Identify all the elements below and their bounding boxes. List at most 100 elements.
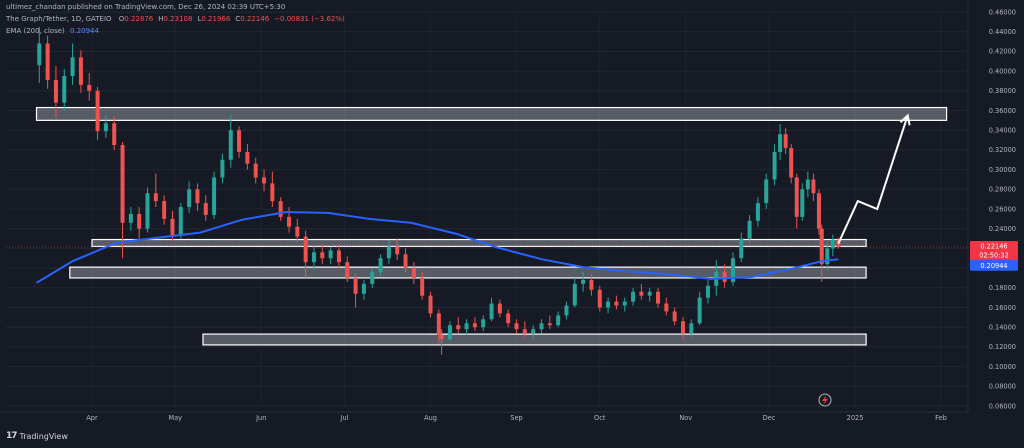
candle xyxy=(62,69,67,111)
resistance-zone xyxy=(35,106,948,121)
x-tick-label: Apr xyxy=(86,414,98,422)
candle xyxy=(730,252,735,286)
candle-body xyxy=(522,329,527,334)
candle xyxy=(328,246,333,265)
lightning-icon[interactable] xyxy=(818,393,832,407)
candle xyxy=(805,171,810,198)
candle-body xyxy=(805,179,810,190)
candle xyxy=(212,171,217,219)
candle-body xyxy=(572,283,577,306)
candle-body xyxy=(755,203,760,221)
candle xyxy=(472,317,477,332)
candle-body xyxy=(830,239,835,249)
candle xyxy=(37,26,42,83)
candle xyxy=(87,73,92,101)
candle-body xyxy=(187,189,192,208)
y-tick-label: 0.38000 xyxy=(989,87,1016,95)
candle xyxy=(789,143,794,184)
candle xyxy=(680,317,685,340)
projection-path xyxy=(837,115,909,244)
candle xyxy=(120,142,125,259)
candle xyxy=(689,319,694,338)
middle-support-zone xyxy=(69,266,867,279)
candle xyxy=(581,272,586,292)
candle-body xyxy=(212,177,217,215)
x-tick-label: Oct xyxy=(594,414,606,422)
candle xyxy=(656,287,661,308)
candle xyxy=(345,256,350,282)
current-price-label: 0.22146 xyxy=(980,242,1007,250)
candle xyxy=(45,35,50,89)
ohlc-item: −0.00831 (−3.62%) xyxy=(274,15,345,23)
candle xyxy=(137,207,142,239)
candle-body xyxy=(245,151,250,164)
y-tick-label: 0.46000 xyxy=(989,8,1016,16)
candle-body xyxy=(647,291,652,296)
candle-body xyxy=(664,303,669,312)
candle xyxy=(464,319,469,336)
x-tick-label: Feb xyxy=(935,414,947,422)
candle xyxy=(456,317,461,334)
x-tick-label: Sep xyxy=(510,414,522,422)
candle-body xyxy=(162,201,167,219)
candle-body xyxy=(614,301,619,306)
candle xyxy=(395,238,400,261)
candle xyxy=(614,295,619,310)
ema-label: EMA (200, close) xyxy=(6,27,65,35)
candle-body xyxy=(631,291,636,302)
x-axis: Apr May Jun Jul Aug Sep Oct Nov Dec 2025 Feb xyxy=(0,411,968,422)
candle-body xyxy=(783,134,788,148)
candle-body xyxy=(819,228,824,265)
candle xyxy=(647,287,652,302)
candle-body xyxy=(514,323,519,330)
x-tick-label: Jun xyxy=(255,414,266,422)
candle-body xyxy=(37,43,42,66)
candle xyxy=(361,279,366,300)
candle-body xyxy=(228,130,233,160)
countdown-label: 02:50:32 xyxy=(979,251,1009,259)
ohlc-item: C0.22146 xyxy=(235,15,270,23)
tradingview-logo[interactable]: 17 TradingView xyxy=(6,431,68,441)
candle-body xyxy=(87,84,92,91)
candle xyxy=(378,254,383,276)
candle xyxy=(722,264,727,288)
candle xyxy=(411,262,416,284)
candle-body xyxy=(253,163,258,178)
candle-body xyxy=(680,321,685,334)
candle xyxy=(794,173,799,229)
candle xyxy=(153,173,158,208)
candle xyxy=(428,291,433,318)
candle xyxy=(303,230,308,278)
ema-legend: EMA (200, close) 0.20944 xyxy=(6,27,99,35)
ema-price-tag xyxy=(970,259,1018,271)
symbol-name: The Graph/Tether, 1D, GATEIO xyxy=(6,15,112,23)
candle-body xyxy=(311,252,316,263)
candle-body xyxy=(747,220,752,239)
candle xyxy=(783,128,788,154)
candle xyxy=(253,157,258,184)
candle-body xyxy=(170,218,175,236)
candle-body xyxy=(789,147,794,178)
candle xyxy=(764,173,769,209)
candle-body xyxy=(464,323,469,330)
ema-value: 0.20944 xyxy=(70,27,99,35)
y-tick-label: 0.06000 xyxy=(989,402,1016,410)
candle xyxy=(270,171,275,208)
candle xyxy=(370,268,375,288)
candle-body xyxy=(689,323,694,334)
candle-body xyxy=(764,179,769,204)
candle xyxy=(800,183,805,221)
candle xyxy=(506,309,511,328)
grid xyxy=(6,11,966,407)
candle-body xyxy=(730,258,735,282)
symbol-legend: The Graph/Tether, 1D, GATEIO O0.22876 H0.… xyxy=(6,15,345,23)
candle-body xyxy=(361,283,366,294)
candle-body xyxy=(53,79,58,103)
candle-body xyxy=(237,130,242,152)
candle xyxy=(403,248,408,273)
candle-body xyxy=(287,216,292,227)
candle-body xyxy=(295,226,300,237)
candle-body xyxy=(103,123,108,132)
